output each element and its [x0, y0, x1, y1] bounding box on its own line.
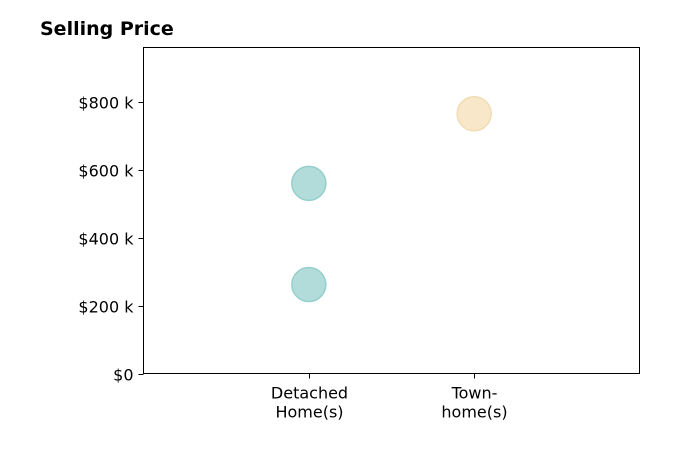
data-point: [291, 266, 327, 303]
chart-title: Selling Price: [40, 18, 174, 40]
y-tick-label: $400 k: [78, 230, 134, 249]
y-tick-label: $0: [113, 366, 133, 385]
y-axis: $0 $200 k $400 k $600 k $800 k: [78, 94, 144, 385]
data-point: [291, 165, 327, 202]
x-tick-label: home(s): [441, 403, 507, 422]
x-tick-label: Home(s): [275, 403, 343, 422]
y-tick-label: $200 k: [78, 298, 134, 317]
plot-frame: [143, 47, 640, 374]
y-tick-label: $600 k: [78, 162, 134, 181]
data-points: [291, 95, 492, 303]
x-tick-label: Town-: [451, 384, 498, 403]
x-tick-label: Detached: [271, 384, 348, 403]
y-tick-label: $800 k: [78, 94, 134, 113]
data-point: [456, 95, 492, 132]
